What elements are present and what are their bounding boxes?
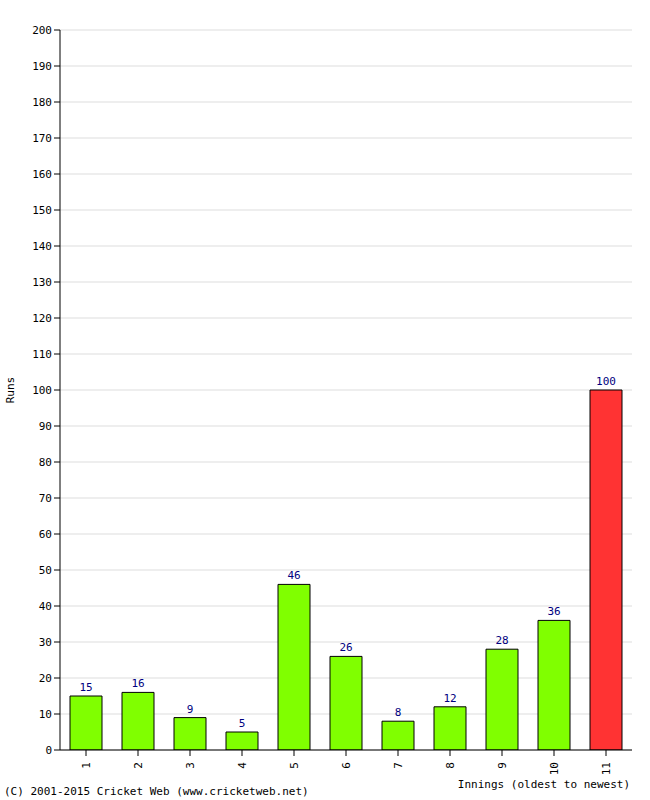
- svg-text:9: 9: [187, 703, 194, 716]
- svg-text:1: 1: [80, 762, 93, 769]
- svg-text:100: 100: [32, 384, 52, 397]
- svg-text:120: 120: [32, 312, 52, 325]
- svg-text:3: 3: [184, 762, 197, 769]
- svg-text:10: 10: [548, 762, 561, 775]
- svg-text:0: 0: [45, 744, 52, 757]
- svg-text:130: 130: [32, 276, 52, 289]
- svg-text:30: 30: [39, 636, 52, 649]
- svg-text:7: 7: [392, 762, 405, 769]
- svg-text:190: 190: [32, 60, 52, 73]
- svg-text:110: 110: [32, 348, 52, 361]
- svg-text:8: 8: [395, 706, 402, 719]
- svg-text:12: 12: [443, 692, 456, 705]
- svg-text:6: 6: [340, 762, 353, 769]
- svg-text:200: 200: [32, 24, 52, 37]
- svg-text:70: 70: [39, 492, 52, 505]
- svg-text:15: 15: [79, 681, 92, 694]
- svg-text:2: 2: [132, 762, 145, 769]
- svg-text:10: 10: [39, 708, 52, 721]
- svg-text:60: 60: [39, 528, 52, 541]
- svg-text:90: 90: [39, 420, 52, 433]
- svg-text:170: 170: [32, 132, 52, 145]
- svg-text:100: 100: [596, 375, 616, 388]
- svg-text:80: 80: [39, 456, 52, 469]
- svg-text:11: 11: [600, 762, 613, 775]
- svg-text:26: 26: [339, 641, 352, 654]
- svg-text:150: 150: [32, 204, 52, 217]
- svg-text:4: 4: [236, 762, 249, 769]
- svg-text:40: 40: [39, 600, 52, 613]
- svg-text:5: 5: [239, 717, 246, 730]
- svg-text:28: 28: [495, 634, 508, 647]
- svg-text:46: 46: [287, 569, 300, 582]
- svg-text:9: 9: [496, 762, 509, 769]
- svg-text:36: 36: [547, 605, 560, 618]
- svg-text:Innings (oldest to newest): Innings (oldest to newest): [458, 778, 630, 791]
- svg-text:50: 50: [39, 564, 52, 577]
- svg-text:20: 20: [39, 672, 52, 685]
- svg-text:16: 16: [131, 677, 144, 690]
- svg-text:Runs: Runs: [8, 377, 17, 404]
- svg-text:160: 160: [32, 168, 52, 181]
- svg-text:8: 8: [444, 762, 457, 769]
- svg-text:5: 5: [288, 762, 301, 769]
- svg-text:140: 140: [32, 240, 52, 253]
- svg-text:180: 180: [32, 96, 52, 109]
- html-text:(C) 2001-2015 Cricket Web (www: (C) 2001-2015 Cricket Web (www.cricketwe…: [4, 785, 309, 798]
